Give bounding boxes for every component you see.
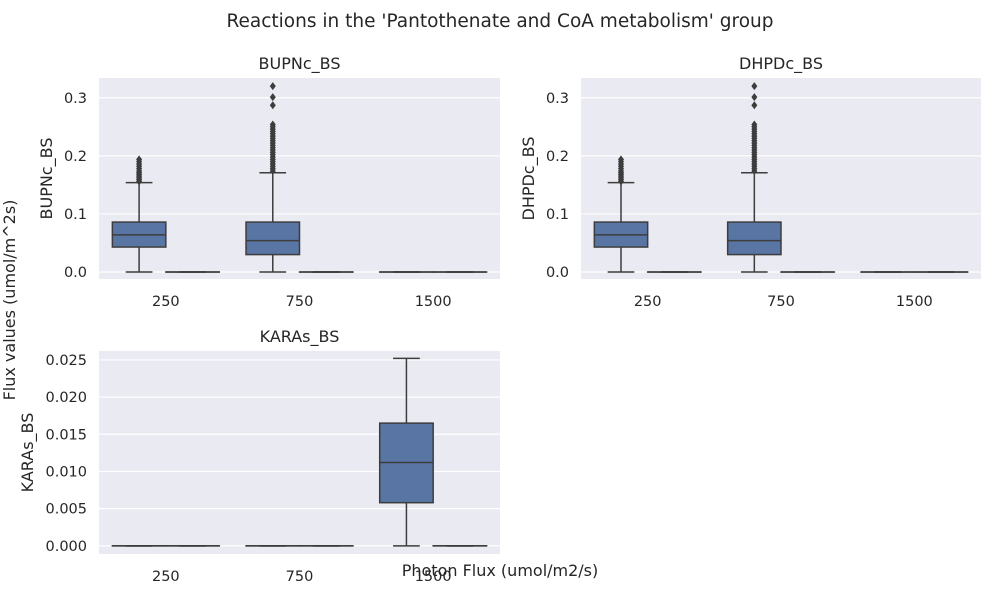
xtick-label: 750 (767, 294, 795, 310)
plot-background (99, 351, 500, 554)
subplot-title: BUPNc_BS (259, 54, 341, 74)
flier-point (269, 93, 276, 102)
ytick-label: 0.1 (546, 207, 569, 223)
flier-point (269, 101, 276, 110)
box-250-0 (593, 155, 649, 273)
box-750-0 (245, 82, 301, 273)
box-body (726, 221, 782, 256)
xtick-label: 1500 (415, 294, 452, 310)
ytick-label: 0.020 (45, 390, 87, 406)
xtick-label: 750 (286, 569, 314, 585)
xtick-label: 250 (152, 294, 180, 310)
subplot-title: KARAs_BS (260, 327, 340, 347)
ytick-label: 0.1 (64, 207, 87, 223)
subplot-dhpdc-bs: 0.0 0.1 0.2 0.3 250 750 1500 DHPDc_BS DHPDc_B… (519, 54, 981, 310)
xtick-label: 1500 (896, 294, 933, 310)
flier-point (136, 155, 143, 164)
xtick-label: 1500 (415, 569, 452, 585)
ytick-label: 0.2 (546, 149, 569, 165)
flier-point (751, 82, 758, 91)
subplot-ylabel: DHPDc_BS (519, 137, 539, 221)
flier-point (751, 120, 758, 129)
figure-title: Reactions in the 'Pantothenate and CoA m… (227, 11, 774, 32)
subplot-ylabel: BUPNc_BS (37, 138, 57, 220)
box-1500-0 (378, 357, 434, 547)
xtick-label: 250 (152, 569, 180, 585)
subplot-bupnc-bs: 0.0 0.1 0.2 0.3 250 750 1500 BUPNc_BS BUPNc_B… (37, 54, 500, 310)
flier-point (618, 155, 624, 164)
flier-point (751, 101, 758, 110)
ytick-label: 0.0 (64, 265, 87, 281)
figure-xlabel: Photon Flux (umol/m2/s) (402, 561, 599, 580)
ytick-label: 0.005 (45, 502, 87, 518)
figure-ylabel: Flux values (umol/m^2s) (0, 200, 19, 401)
ytick-label: 0.025 (45, 353, 87, 369)
flier-point (269, 120, 276, 129)
box-body (245, 221, 301, 256)
subplot-karas-bs: 0.000 0.005 0.010 0.015 0.020 0.025 250 750 150… (18, 327, 500, 585)
ytick-label: 0.0 (546, 265, 569, 281)
ytick-label: 0.3 (546, 91, 569, 107)
ytick-label: 0.2 (64, 149, 87, 165)
subplot-title: DHPDc_BS (739, 54, 823, 74)
ytick-label: 0.3 (64, 91, 87, 107)
flier-point (269, 82, 276, 91)
xtick-label: 250 (634, 294, 662, 310)
ytick-label: 0.000 (45, 539, 87, 555)
box-750-0 (726, 82, 782, 273)
flier-point (751, 93, 758, 102)
ytick-label: 0.010 (45, 464, 87, 480)
ytick-label: 0.015 (45, 427, 87, 443)
subplot-ylabel: KARAs_BS (18, 413, 38, 493)
xtick-label: 750 (286, 294, 314, 310)
box-250-0 (111, 155, 167, 273)
